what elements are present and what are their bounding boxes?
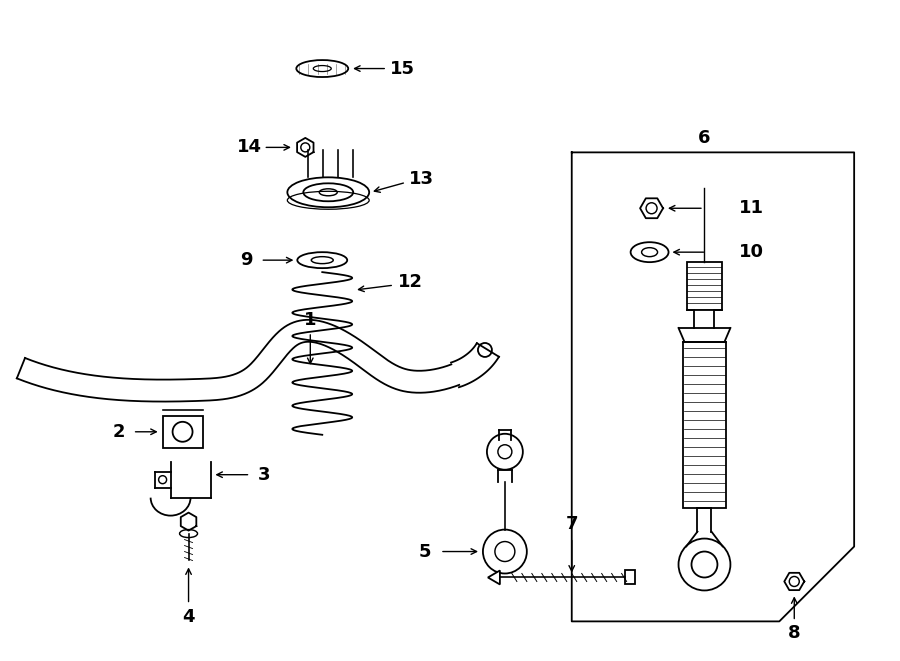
Polygon shape bbox=[625, 570, 634, 584]
Text: 12: 12 bbox=[398, 273, 423, 291]
Text: 8: 8 bbox=[788, 625, 801, 642]
Text: 6: 6 bbox=[698, 130, 711, 147]
Text: 14: 14 bbox=[237, 138, 262, 157]
FancyBboxPatch shape bbox=[163, 416, 202, 447]
Text: 15: 15 bbox=[390, 59, 415, 77]
Text: 5: 5 bbox=[418, 543, 431, 561]
Text: 10: 10 bbox=[739, 243, 764, 261]
Text: 11: 11 bbox=[739, 199, 764, 217]
FancyBboxPatch shape bbox=[687, 262, 723, 310]
Text: 7: 7 bbox=[565, 515, 578, 533]
Text: 3: 3 bbox=[258, 466, 271, 484]
Polygon shape bbox=[488, 570, 500, 584]
Text: 13: 13 bbox=[409, 171, 434, 188]
FancyBboxPatch shape bbox=[682, 342, 726, 508]
Text: 9: 9 bbox=[240, 251, 253, 269]
Text: 1: 1 bbox=[304, 311, 317, 329]
Text: 2: 2 bbox=[112, 423, 125, 441]
Text: 4: 4 bbox=[183, 608, 194, 627]
